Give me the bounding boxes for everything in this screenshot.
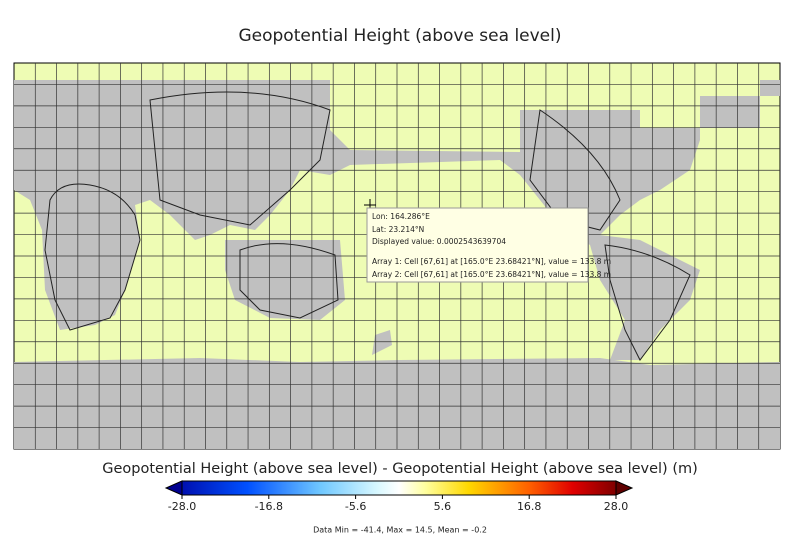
colorbar-tick-label: 16.8: [517, 500, 542, 513]
colorbar-tick-label: -5.6: [345, 500, 366, 513]
tooltip-line: Displayed value: 0.0002543639704: [372, 237, 506, 246]
colorbar-ramp: [181, 480, 617, 496]
tooltip: Lon: 164.286°E Lat: 23.214°N Displayed v…: [364, 199, 611, 283]
land-nz: [372, 330, 392, 355]
graticule: [14, 63, 780, 449]
colorbar-tick-label: 5.6: [434, 500, 452, 513]
tooltip-line: Array 2: Cell [67,61] at [165.0°E 23.684…: [372, 270, 611, 279]
tooltip-line: Lat: 23.214°N: [372, 225, 424, 234]
colorbar-label: Geopotential Height (above sea level) - …: [102, 461, 698, 477]
colorbar-tick-label: 28.0: [604, 500, 629, 513]
tooltip-line: Array 1: Cell [67,61] at [165.0°E 23.684…: [372, 257, 611, 266]
tooltip-line: Lon: 164.286°E: [372, 212, 430, 221]
coastline: [44, 91, 691, 361]
colorbar-tick-label: -16.8: [255, 500, 283, 513]
colorbar-over: [615, 480, 634, 496]
colorbar-under: [164, 480, 183, 496]
map: [13, 62, 781, 450]
land-australia: [225, 240, 345, 320]
title: Geopotential Height (above sea level): [238, 26, 561, 46]
stats: Data Min = -41.4, Max = 14.5, Mean = -0.…: [313, 526, 487, 535]
colorbar: -28.0 -16.8 -5.6 5.6 16.8 28.0: [164, 480, 634, 513]
colorbar-tick-label: -28.0: [168, 500, 196, 513]
tooltip-box: [366, 207, 589, 283]
